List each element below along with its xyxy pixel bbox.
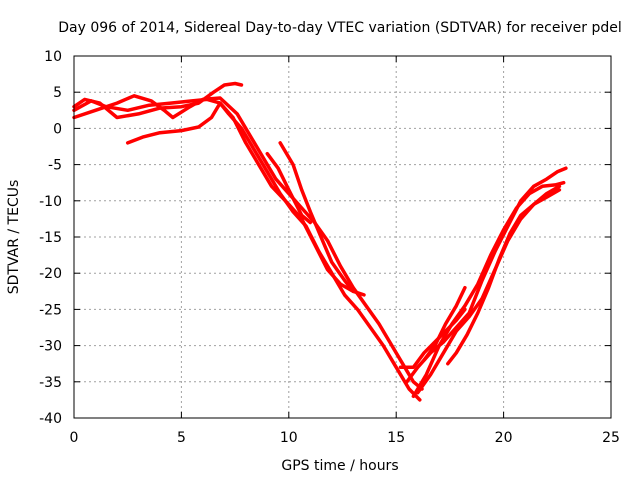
y-axis-label: SDTVAR / TECUs (6, 180, 22, 295)
y-tick-label: -20 (39, 266, 62, 282)
series-track-3 (72, 94, 424, 391)
y-tick-label: -30 (39, 339, 62, 355)
x-tick-label: 20 (495, 430, 513, 446)
chart-title: Day 096 of 2014, Sidereal Day-to-day VTE… (58, 20, 622, 36)
tick-label-layer: 0 5 10 15 20 25 10 5 0 -5 -10 -15 -20 -25 -30 -35 -40 (39, 49, 620, 446)
series-track-12 (415, 188, 562, 395)
series-track-9 (411, 180, 566, 399)
y-tick-label: 0 (53, 121, 62, 137)
y-tick-label: -15 (39, 230, 62, 246)
series-track-11 (422, 285, 467, 362)
y-tick-label: -25 (39, 302, 62, 318)
y-tick-label: -10 (39, 194, 62, 210)
series-track-2 (72, 81, 244, 120)
x-axis-label: GPS time / hours (281, 458, 398, 474)
y-tick-label: 5 (53, 85, 62, 101)
series-track-5 (265, 151, 313, 225)
series-track-6 (278, 141, 355, 294)
y-tick-label: 10 (44, 49, 62, 65)
x-tick-label: 0 (70, 430, 79, 446)
x-tick-label: 25 (602, 430, 620, 446)
x-tick-label: 5 (177, 430, 186, 446)
x-tick-label: 10 (280, 430, 298, 446)
series-track-4 (125, 101, 422, 402)
y-tick-label: -40 (39, 411, 62, 427)
x-tick-label: 15 (387, 430, 405, 446)
series-layer (72, 81, 568, 402)
y-tick-label: -5 (48, 158, 62, 174)
plot-frame (73, 55, 612, 419)
y-tick-label: -35 (39, 375, 62, 391)
